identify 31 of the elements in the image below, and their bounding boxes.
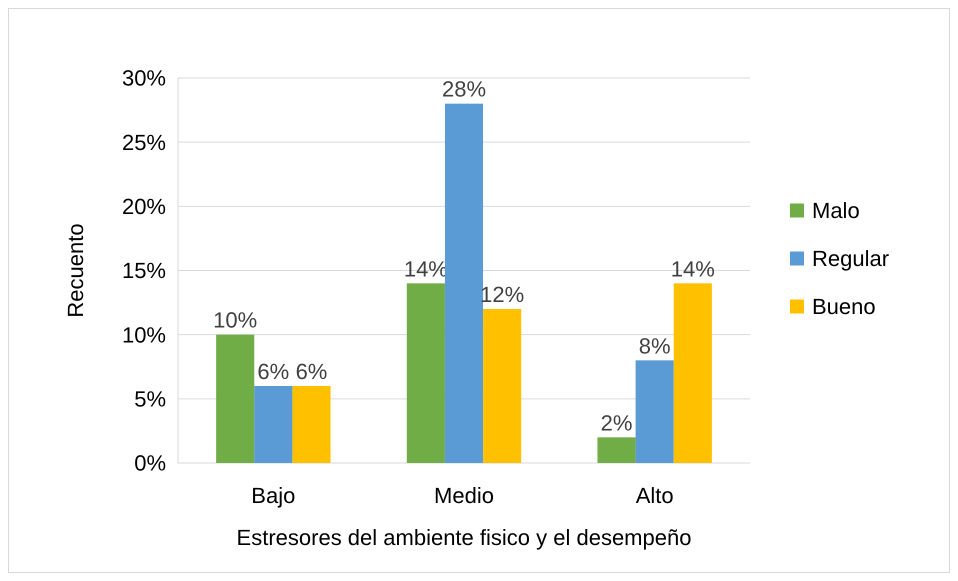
bar [674, 283, 712, 463]
bar [406, 283, 445, 463]
x-tick-label: Medio [434, 483, 494, 508]
y-tick-label: 25% [122, 130, 166, 155]
legend-label: Malo [812, 198, 860, 224]
bar [216, 334, 254, 463]
y-tick-label: 0% [134, 450, 166, 476]
y-tick-label: 5% [134, 386, 166, 412]
x-axis-title: Estresores del ambiente fisico y el desempeño [236, 525, 692, 550]
y-tick-label: 20% [122, 194, 166, 220]
data-label: 10% [213, 308, 258, 333]
data-label: 6% [257, 359, 290, 384]
x-tick-label: Alto [636, 483, 674, 508]
y-tick-label: 30% [122, 66, 166, 91]
data-label: 6% [296, 359, 328, 384]
bar [292, 386, 331, 463]
bar [597, 437, 636, 463]
legend-label: Regular [812, 246, 890, 272]
bar [444, 104, 484, 463]
x-tick-label: Bajo [251, 483, 296, 508]
data-label: 2% [600, 410, 632, 436]
data-label: 8% [638, 333, 671, 358]
data-label: 28% [442, 76, 486, 102]
data-label: 14% [670, 256, 715, 282]
bar [636, 360, 674, 463]
bar [483, 309, 522, 463]
legend-label: Bueno [812, 294, 876, 320]
bar [254, 386, 292, 463]
y-tick-label: 10% [122, 322, 166, 348]
y-tick-label: 15% [122, 258, 166, 284]
y-axis-title: Recuento [63, 223, 88, 318]
